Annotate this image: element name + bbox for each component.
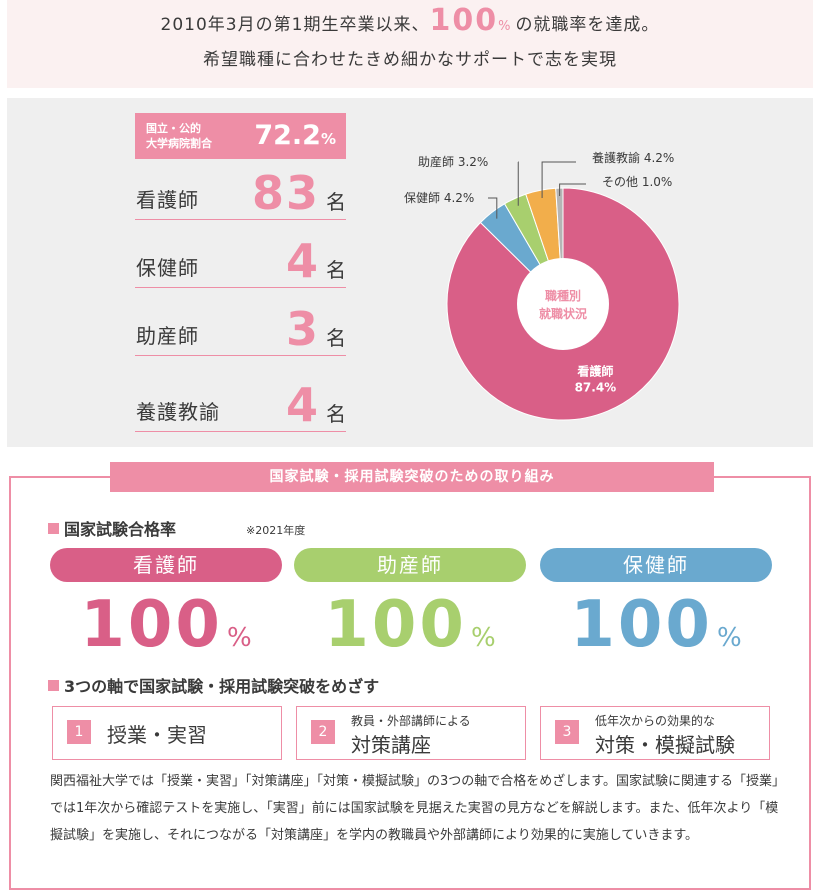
header-subline: 希望職種に合わせたきめ細かなサポートで志を実現	[203, 50, 617, 70]
count-label: 養護教諭	[136, 400, 220, 424]
headline-prefix: 2010年3月の第1期生卒業以来、	[160, 15, 430, 35]
axis-title: 授業・実習	[107, 723, 207, 747]
pie-label-4: その他 1.0%	[602, 175, 672, 189]
axis-number: 1	[67, 720, 91, 744]
rate-unit: %	[716, 623, 742, 653]
axis-number: 2	[311, 720, 335, 744]
pie-center-label-1: 職種別	[545, 288, 581, 303]
header-banner: 2010年3月の第1期生卒業以来、100% の就職率を達成。 希望職種に合わせたき…	[7, 0, 813, 88]
result-rate-midwife: 100%	[294, 585, 526, 665]
count-row-public-health-nurse: 保健師 4 名	[135, 230, 346, 288]
count-value: 4	[285, 378, 320, 432]
axis-subtitle: 低年次からの効果的な	[595, 714, 716, 728]
count-value: 4	[285, 234, 320, 288]
rate-number: 100	[570, 588, 713, 662]
pie-label-2: 助産師 3.2%	[418, 154, 488, 169]
ratio-value: 72.2%	[254, 118, 336, 157]
count-unit: 名	[326, 190, 346, 214]
ratio-number: 72.2	[254, 120, 321, 151]
count-label: 保健師	[136, 256, 199, 280]
count-row-nurse: 看護師 83 名	[135, 162, 346, 220]
headline-rate: 100	[429, 3, 499, 38]
pie-leader-line-1	[488, 197, 498, 219]
university-hospital-ratio-badge: 国立・公的 大学病院割合 72.2%	[135, 113, 346, 159]
pass-rate-heading-text: 国家試験合格率	[64, 520, 177, 539]
rate-unit: %	[470, 623, 496, 653]
pie-center-hole	[517, 258, 609, 350]
axis-card-1: 1 授業・実習	[52, 706, 282, 760]
count-row-midwife: 助産師 3 名	[135, 298, 346, 356]
square-bullet-icon	[48, 523, 59, 534]
result-rate-public-health-nurse: 100%	[540, 585, 772, 665]
result-rate-nurse: 100%	[50, 585, 282, 665]
pie-label-3: 養護教諭 4.2%	[592, 150, 674, 165]
rate-unit: %	[226, 623, 252, 653]
square-bullet-icon	[48, 680, 59, 691]
count-row-school-nurse-teacher: 養護教諭 4 名	[135, 374, 346, 432]
axis-card-2: 2 教員・外部講師による 対策講座	[296, 706, 526, 760]
axis-title: 対策講座	[351, 733, 431, 757]
rate-number: 100	[324, 588, 467, 662]
count-unit: 名	[326, 402, 346, 426]
pie-label-main-name: 看護師	[577, 364, 613, 379]
count-unit: 名	[326, 258, 346, 282]
headline-suffix: の就職率を達成。	[515, 15, 660, 35]
ratio-unit: %	[320, 130, 336, 148]
count-value: 3	[285, 302, 320, 356]
result-pill-nurse: 看護師	[50, 548, 282, 582]
axis-number: 3	[555, 720, 579, 744]
exam-description: 関西福祉大学では「授業・実習」「対策講座」「対策・模擬試験」の3つの軸で合格をめ…	[50, 774, 779, 843]
headline-rate-unit: %	[498, 19, 512, 34]
pass-rate-note: ※2021年度	[246, 524, 306, 537]
result-pill-public-health-nurse: 保健師	[540, 548, 772, 582]
rate-number: 100	[80, 588, 223, 662]
axis-card-3: 3 低年次からの効果的な 対策・模擬試験	[540, 706, 770, 760]
pie-leader-line-3	[541, 161, 576, 199]
pass-rate-heading: 国家試験合格率	[48, 516, 176, 540]
result-pill-midwife: 助産師	[294, 548, 526, 582]
count-label: 助産師	[136, 324, 199, 348]
pie-center-label-2: 就職状況	[539, 306, 587, 321]
count-unit: 名	[326, 326, 346, 350]
axis-subtitle: 教員・外部講師による	[351, 714, 471, 728]
header-headline: 2010年3月の第1期生卒業以来、100% の就職率を達成。	[7, 6, 813, 42]
ratio-label: 国立・公的 大学病院割合	[146, 122, 212, 150]
axis-title: 対策・模擬試験	[595, 733, 735, 757]
exam-section-title: 国家試験・採用試験突破のための取り組み	[110, 462, 714, 492]
pie-slice-0	[446, 187, 680, 421]
three-axes-heading: 3つの軸で国家試験・採用試験突破をめざす	[48, 673, 379, 697]
pie-leader-line-4	[559, 183, 586, 197]
pie-label-main-value: 87.4%	[575, 381, 617, 395]
pie-label-1: 保健師 4.2%	[404, 191, 474, 205]
count-value: 83	[251, 166, 320, 220]
three-axes-heading-text: 3つの軸で国家試験・採用試験突破をめざす	[64, 677, 380, 696]
count-label: 看護師	[136, 188, 199, 212]
